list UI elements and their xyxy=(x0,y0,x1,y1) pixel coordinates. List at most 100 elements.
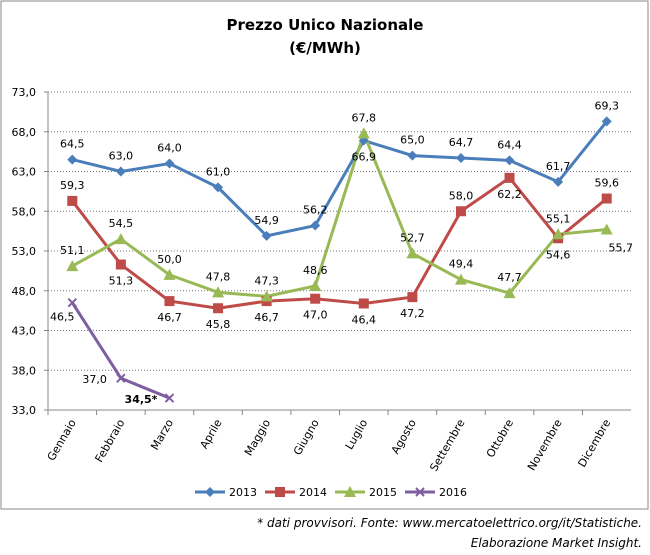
data-label-2014: 58,0 xyxy=(449,189,474,202)
data-label-2015: 48,6 xyxy=(303,264,328,277)
y-tick-label: 53,0 xyxy=(12,245,37,258)
source-note: * dati provvisori. Fonte: www.mercatoele… xyxy=(257,516,642,530)
y-tick-label: 43,0 xyxy=(12,325,37,338)
data-point-2014 xyxy=(67,195,78,206)
y-tick-label: 38,0 xyxy=(12,364,37,377)
data-point-2015 xyxy=(66,260,79,272)
series-line-2013 xyxy=(71,120,608,238)
data-point-2014 xyxy=(275,487,285,497)
y-tick-label: 73,0 xyxy=(12,86,37,99)
series-line-2014 xyxy=(71,175,608,310)
data-point-2016 xyxy=(164,393,175,403)
data-point-2013 xyxy=(553,176,564,187)
legend-label-2016: 2016 xyxy=(439,486,467,499)
y-tick-label: 33,0 xyxy=(12,404,37,417)
data-point-2016 xyxy=(415,487,425,497)
data-point-2014 xyxy=(601,193,612,204)
chart-subtitle: (€/MWh) xyxy=(289,39,361,57)
data-point-2014 xyxy=(310,293,321,304)
data-label-2014: 62,2 xyxy=(497,188,522,201)
data-point-2014 xyxy=(213,303,224,314)
series-line-2015 xyxy=(71,128,607,298)
legend-label-2013: 2013 xyxy=(229,486,257,499)
data-point-2013 xyxy=(455,152,466,163)
data-label-2015: 55,7 xyxy=(608,242,633,255)
data-point-2016 xyxy=(116,373,126,383)
data-label-2014: 46,7 xyxy=(157,311,182,324)
data-label-2013: 64,0 xyxy=(157,142,182,155)
credit-note: Elaborazione Market Insight. xyxy=(470,536,642,550)
data-label-2013: 61,0 xyxy=(206,165,231,178)
data-point-2015 xyxy=(600,223,613,235)
data-label-2013: 64,7 xyxy=(449,136,474,149)
data-point-2014 xyxy=(358,298,369,309)
data-point-2015 xyxy=(406,247,419,259)
chart-title: Prezzo Unico Nazionale xyxy=(227,16,424,34)
data-label-2013: 64,5 xyxy=(60,138,85,151)
data-point-2015 xyxy=(114,233,127,245)
data-label-2013: 54,9 xyxy=(254,214,279,227)
legend-label-2015: 2015 xyxy=(369,486,397,499)
data-point-2015 xyxy=(309,279,322,291)
data-point-2015 xyxy=(212,286,225,298)
data-label-2014: 45,8 xyxy=(206,318,231,331)
y-tick-label: 58,0 xyxy=(12,205,37,218)
data-label-2014: 47,0 xyxy=(303,309,328,322)
data-point-2014 xyxy=(407,292,418,303)
data-point-2015 xyxy=(260,290,273,302)
data-point-2014 xyxy=(115,259,126,270)
data-label-2013: 61,7 xyxy=(546,160,571,173)
data-point-2015 xyxy=(552,228,565,240)
data-label-2013: 66,9 xyxy=(352,150,377,163)
data-point-2013 xyxy=(407,150,418,161)
data-label-2015: 47,3 xyxy=(254,274,279,287)
data-point-2015 xyxy=(357,127,370,139)
data-label-2015: 55,1 xyxy=(546,212,571,225)
data-label-2013: 63,0 xyxy=(109,150,134,163)
data-label-2013: 65,0 xyxy=(400,134,425,147)
data-point-2014 xyxy=(504,172,515,183)
legend-label-2014: 2014 xyxy=(299,486,327,499)
data-label-2016: 37,0 xyxy=(82,373,107,386)
data-label-2016: 46,5 xyxy=(50,311,75,324)
data-label-2014: 47,2 xyxy=(400,307,425,320)
data-label-2013: 69,3 xyxy=(594,99,619,112)
data-label-2014: 59,3 xyxy=(60,179,85,192)
data-point-2013 xyxy=(601,116,612,127)
data-point-2015 xyxy=(344,486,356,497)
data-point-2015 xyxy=(503,287,516,299)
data-point-2013 xyxy=(213,182,224,193)
y-tick-label: 63,0 xyxy=(12,166,37,179)
data-point-2013 xyxy=(310,220,321,231)
data-label-2016: 34,5* xyxy=(125,393,158,406)
data-label-2015: 54,5 xyxy=(109,217,134,230)
data-label-2014: 46,7 xyxy=(254,311,279,324)
data-point-2014 xyxy=(455,206,466,217)
data-label-2015: 47,7 xyxy=(497,271,522,284)
data-point-2013 xyxy=(504,155,515,166)
data-label-2015: 50,0 xyxy=(157,253,182,266)
data-label-2014: 51,3 xyxy=(109,275,134,288)
y-tick-label: 48,0 xyxy=(12,285,37,298)
data-label-2015: 47,8 xyxy=(206,270,231,283)
data-point-2015 xyxy=(163,268,176,280)
data-label-2013: 64,4 xyxy=(497,138,522,151)
data-label-2015: 67,8 xyxy=(352,111,377,124)
data-point-2014 xyxy=(164,296,175,307)
data-point-2013 xyxy=(67,154,78,165)
data-label-2013: 56,2 xyxy=(303,204,328,217)
data-point-2016 xyxy=(67,297,77,308)
data-label-2015: 51,1 xyxy=(60,244,85,257)
data-label-2014: 54,6 xyxy=(546,248,571,261)
y-tick-label: 68,0 xyxy=(12,126,37,139)
data-label-2014: 59,6 xyxy=(594,177,619,190)
data-label-2015: 49,4 xyxy=(449,258,474,271)
data-point-2013 xyxy=(164,158,175,169)
data-point-2013 xyxy=(205,487,215,497)
data-point-2013 xyxy=(261,230,272,241)
data-point-2015 xyxy=(454,273,467,285)
data-point-2013 xyxy=(115,166,126,177)
data-label-2015: 52,7 xyxy=(400,231,425,244)
